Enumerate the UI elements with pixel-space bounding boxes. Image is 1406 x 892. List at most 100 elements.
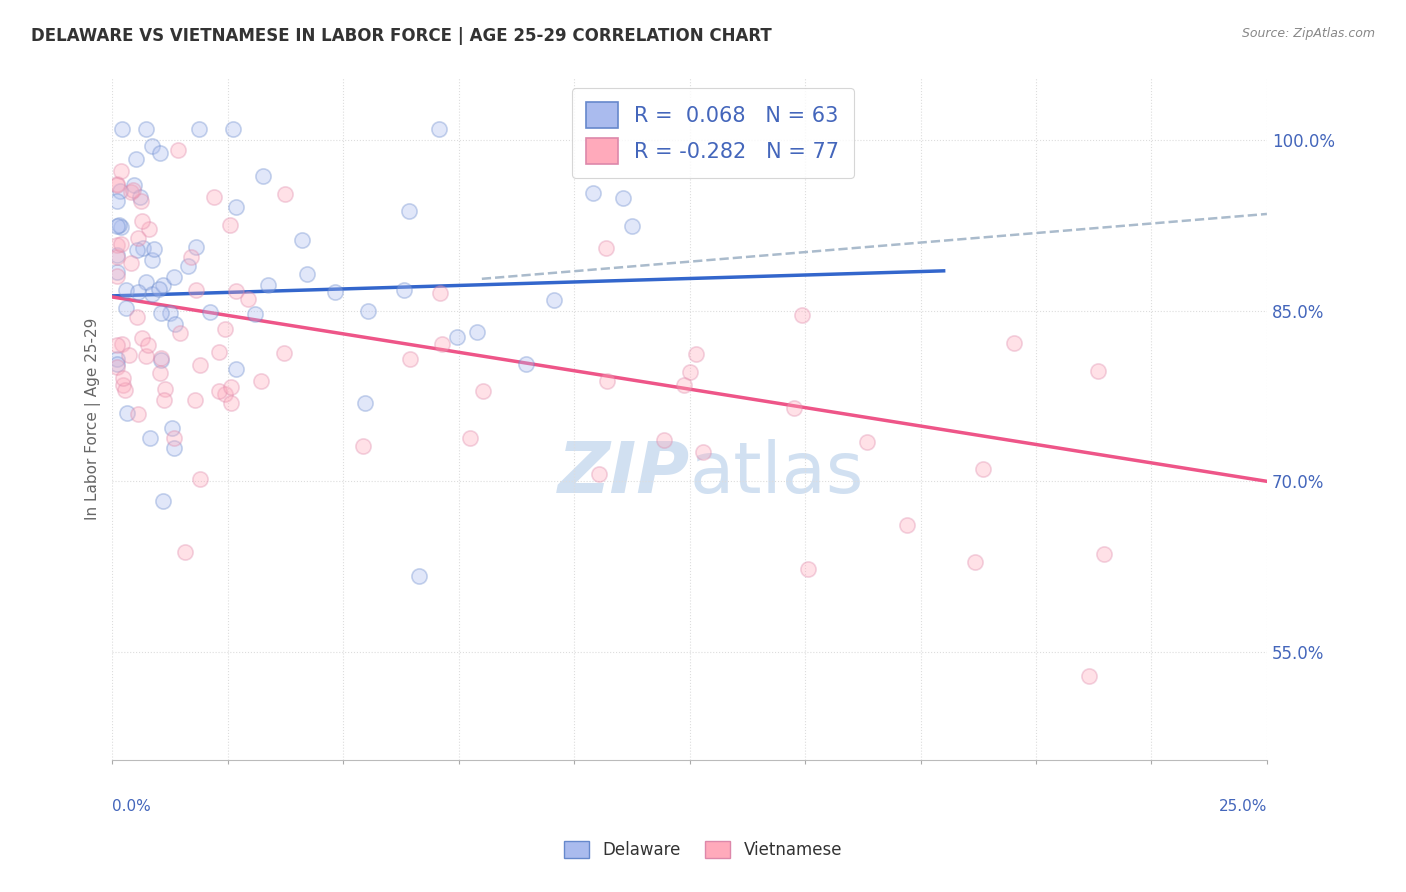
Text: 25.0%: 25.0% <box>1219 799 1267 814</box>
Point <box>208 384 231 399</box>
Point <box>295 267 318 281</box>
Point <box>184 392 207 407</box>
Point <box>115 406 138 420</box>
Point <box>353 396 375 410</box>
Point <box>120 185 142 199</box>
Point <box>543 293 565 307</box>
Point <box>127 285 149 300</box>
Point <box>149 306 172 320</box>
Point <box>221 380 243 394</box>
Text: atlas: atlas <box>690 439 865 508</box>
Point <box>180 250 202 264</box>
Point <box>427 121 450 136</box>
Point <box>797 562 820 576</box>
Point <box>458 431 481 445</box>
Point <box>150 351 173 365</box>
Point <box>152 393 174 408</box>
Point <box>138 221 160 235</box>
Point <box>515 357 537 371</box>
Point <box>159 306 181 320</box>
Point <box>112 377 135 392</box>
Point <box>1078 669 1101 683</box>
Point <box>105 351 128 366</box>
Point <box>135 121 157 136</box>
Point <box>105 268 128 283</box>
Point <box>446 329 468 343</box>
Point <box>111 371 134 385</box>
Point <box>110 236 132 251</box>
Point <box>152 277 174 292</box>
Point <box>110 163 132 178</box>
Point <box>357 304 380 318</box>
Point <box>465 325 488 339</box>
Point <box>149 366 172 380</box>
Point <box>221 121 243 136</box>
Point <box>152 494 174 508</box>
Point <box>141 252 163 267</box>
Point <box>685 346 707 360</box>
Point <box>187 121 209 136</box>
Point <box>105 251 128 265</box>
Point <box>394 283 416 297</box>
Point <box>105 237 128 252</box>
Point <box>143 242 166 256</box>
Point <box>105 357 128 371</box>
Point <box>105 178 128 192</box>
Point <box>257 278 280 293</box>
Point <box>429 286 451 301</box>
Point <box>135 349 157 363</box>
Point <box>472 384 495 398</box>
Point <box>114 283 136 297</box>
Point <box>184 240 207 254</box>
Point <box>139 431 162 445</box>
Point <box>127 244 149 258</box>
Point <box>352 439 374 453</box>
Point <box>1092 547 1115 561</box>
Point <box>225 200 247 214</box>
Point <box>125 152 148 166</box>
Point <box>783 401 806 416</box>
Point <box>620 219 643 233</box>
Point <box>108 218 131 232</box>
Point <box>188 358 211 372</box>
Point <box>214 322 236 336</box>
Point <box>596 374 619 388</box>
Point <box>398 203 420 218</box>
Text: Source: ZipAtlas.com: Source: ZipAtlas.com <box>1241 27 1375 40</box>
Point <box>132 241 155 255</box>
Point <box>274 187 297 202</box>
Point <box>110 220 132 235</box>
Point <box>972 462 994 476</box>
Point <box>149 352 172 367</box>
Legend: R =  0.068   N = 63, R = -0.282   N = 77: R = 0.068 N = 63, R = -0.282 N = 77 <box>572 87 853 178</box>
Point <box>141 287 163 301</box>
Point <box>273 346 295 360</box>
Point <box>127 231 149 245</box>
Point <box>110 121 132 136</box>
Point <box>127 407 149 421</box>
Point <box>225 284 247 298</box>
Point <box>105 178 128 192</box>
Point <box>141 139 163 153</box>
Point <box>115 301 138 315</box>
Point <box>148 282 170 296</box>
Point <box>188 472 211 486</box>
Point <box>114 383 136 397</box>
Point <box>149 145 172 160</box>
Point <box>108 185 131 199</box>
Point <box>252 169 274 183</box>
Point <box>652 433 675 447</box>
Point <box>131 214 153 228</box>
Point <box>1002 335 1025 350</box>
Point <box>122 183 145 197</box>
Point <box>129 194 152 209</box>
Point <box>163 431 186 445</box>
Point <box>125 310 148 325</box>
Point <box>174 544 197 558</box>
Point <box>105 219 128 233</box>
Point <box>111 336 134 351</box>
Point <box>105 194 128 209</box>
Point <box>243 307 266 321</box>
Point <box>177 260 200 274</box>
Point <box>208 345 231 359</box>
